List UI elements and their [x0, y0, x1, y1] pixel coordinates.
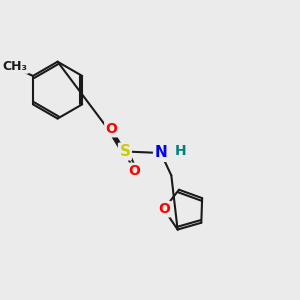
Text: N: N	[154, 146, 167, 160]
Text: O: O	[128, 164, 140, 178]
Text: O: O	[106, 122, 117, 136]
Text: S: S	[119, 144, 130, 159]
Text: H: H	[175, 145, 186, 158]
Text: O: O	[158, 202, 170, 216]
Text: CH₃: CH₃	[2, 60, 28, 73]
